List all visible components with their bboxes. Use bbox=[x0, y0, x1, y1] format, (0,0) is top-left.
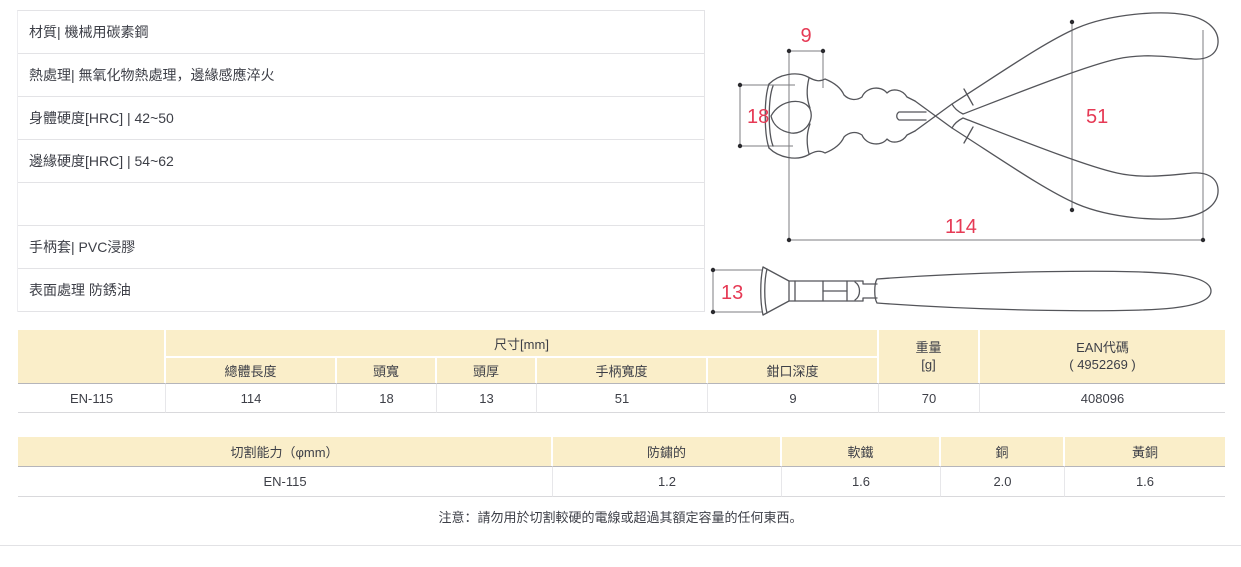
cutting-cell-model: EN-115 bbox=[18, 466, 553, 497]
dim-label-handle-width: 51 bbox=[1086, 106, 1108, 128]
spec-row-edge-hardness: 邊緣硬度[HRC] | 54~62 bbox=[18, 140, 704, 183]
caution-note: 注意：請勿用於切割較硬的電線或超過其額定容量的任何東西。 bbox=[438, 510, 803, 525]
cutting-header-soft-iron: 軟鐵 bbox=[782, 437, 941, 466]
size-table-header-row-1: 尺寸[mm] 重量 [g] EAN代碼 ( 4952269 ) bbox=[18, 330, 1225, 383]
cutting-header-rustproof: 防鏽的 bbox=[553, 437, 782, 466]
size-cell-jaw-depth: 9 bbox=[708, 383, 879, 413]
dim-label-jaw-depth: 9 bbox=[800, 25, 811, 47]
size-table-subheader-head-thickness: 頭厚 bbox=[437, 358, 537, 383]
weight-header-line2: [g] bbox=[921, 356, 936, 372]
cutting-header-brass: 黃銅 bbox=[1065, 437, 1225, 466]
cutting-cell-soft-iron: 1.6 bbox=[782, 466, 941, 497]
spec-row-body-hardness: 身體硬度[HRC] | 42~50 bbox=[18, 97, 704, 140]
spec-row-heat-treatment: 熱處理| 無氧化物熱處理，邊緣感應淬火 bbox=[18, 54, 704, 97]
cutting-capacity-table: 切割能力（φmm） 防鏽的 軟鐵 銅 黃銅 EN-115 1.2 1.6 2.0… bbox=[18, 437, 1225, 497]
dim-label-overall-length: 114 bbox=[945, 216, 977, 238]
cutting-cell-brass: 1.6 bbox=[1065, 466, 1225, 497]
cutting-table-header-row: 切割能力（φmm） 防鏽的 軟鐵 銅 黃銅 bbox=[18, 437, 1225, 466]
size-table-subheader-jaw-depth: 鉗口深度 bbox=[708, 358, 879, 383]
spec-row-empty bbox=[18, 183, 704, 226]
cutting-cell-rustproof: 1.2 bbox=[553, 466, 782, 497]
size-cell-overall-length: 114 bbox=[166, 383, 337, 413]
size-table-subheader-handle-width: 手柄寬度 bbox=[537, 358, 708, 383]
size-table-ean-header: EAN代碼 ( 4952269 ) bbox=[980, 330, 1225, 383]
cutting-header-copper: 銅 bbox=[941, 437, 1065, 466]
size-table-weight-header: 重量 [g] bbox=[879, 330, 980, 383]
size-table-subheader-head-width: 頭寬 bbox=[337, 358, 437, 383]
ean-header-line1: EAN代碼 bbox=[1076, 339, 1129, 355]
size-cell-weight: 70 bbox=[879, 383, 980, 413]
bottom-divider bbox=[0, 545, 1241, 546]
spec-list: 材質| 機械用碳素鋼 熱處理| 無氧化物熱處理，邊緣感應淬火 身體硬度[HRC]… bbox=[17, 10, 705, 312]
dimension-dots bbox=[710, 19, 1206, 315]
size-cell-head-thickness: 13 bbox=[437, 383, 537, 413]
nipper-side-view bbox=[760, 266, 1212, 316]
dim-label-head-width: 18 bbox=[747, 106, 769, 128]
size-cell-ean: 408096 bbox=[980, 383, 1225, 413]
spec-row-surface-treatment: 表面處理 防銹油 bbox=[18, 269, 704, 312]
cutting-table-data-row: EN-115 1.2 1.6 2.0 1.6 bbox=[18, 466, 1225, 497]
size-table: 尺寸[mm] 重量 [g] EAN代碼 ( 4952269 ) 總體長度 頭寬 … bbox=[18, 330, 1225, 413]
nipper-top-view bbox=[764, 12, 1219, 220]
cutting-header-capacity: 切割能力（φmm） bbox=[18, 437, 553, 466]
dimension-lines bbox=[712, 22, 1204, 313]
cutting-cell-copper: 2.0 bbox=[941, 466, 1065, 497]
spec-row-material: 材質| 機械用碳素鋼 bbox=[18, 11, 704, 54]
size-table-dim-group-header: 尺寸[mm] bbox=[166, 330, 879, 358]
size-cell-model: EN-115 bbox=[18, 383, 166, 413]
ean-header-line2: ( 4952269 ) bbox=[1069, 356, 1136, 372]
spec-row-handle-cover: 手柄套| PVC浸膠 bbox=[18, 226, 704, 269]
weight-header-line1: 重量 bbox=[915, 339, 942, 355]
dimension-diagram: 9 18 51 114 13 bbox=[705, 8, 1225, 325]
size-cell-handle-width: 51 bbox=[537, 383, 708, 413]
size-table-data-row: EN-115 114 18 13 51 9 70 408096 bbox=[18, 383, 1225, 413]
size-table-header-row-2: 總體長度 頭寬 頭厚 手柄寬度 鉗口深度 bbox=[18, 358, 1225, 383]
size-cell-head-width: 18 bbox=[337, 383, 437, 413]
dim-label-head-thickness: 13 bbox=[721, 282, 743, 304]
size-table-corner-cell bbox=[18, 330, 166, 383]
size-table-subheader-overall-length: 總體長度 bbox=[166, 358, 337, 383]
nipper-drawing: 9 18 51 114 13 bbox=[710, 12, 1219, 316]
